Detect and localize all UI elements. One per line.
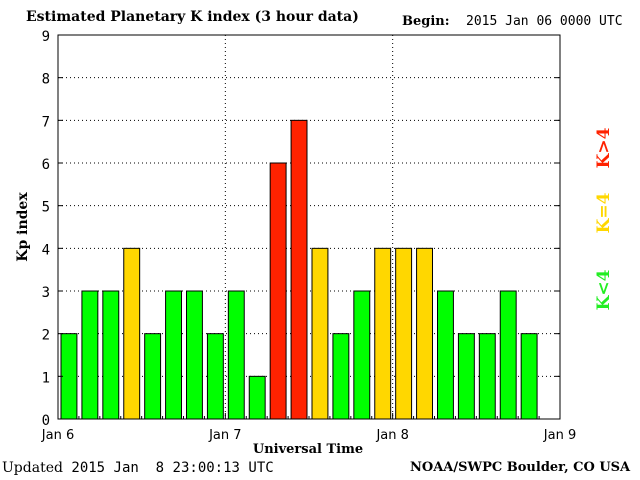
bar	[123, 247, 141, 420]
y-tick-label: 1	[42, 370, 50, 386]
legend-mid: K=4	[594, 192, 614, 233]
x-tick-label: Jan 9	[543, 428, 576, 443]
grid-lines	[58, 35, 560, 419]
y-tick-label: 5	[42, 200, 50, 216]
bars	[60, 119, 538, 420]
y-tick-label: 0	[42, 413, 50, 429]
bar	[144, 333, 162, 420]
x-axis-label: Universal Time	[253, 442, 363, 457]
bar	[227, 290, 245, 420]
bar	[416, 247, 434, 420]
source-credit: NOAA/SWPC Boulder, CO USA	[410, 460, 631, 475]
chart-title: Estimated Planetary K index (3 hour data…	[26, 9, 359, 25]
x-ticks: Jan 6 Jan 7 Jan 8 Jan 9	[41, 413, 576, 443]
bar	[499, 290, 517, 420]
bar	[332, 333, 350, 420]
bar	[165, 290, 182, 420]
bar	[311, 247, 329, 420]
bar	[269, 162, 287, 420]
y-tick-label: 8	[42, 72, 50, 88]
bar	[478, 333, 496, 420]
y-tick-label: 4	[42, 242, 50, 258]
x-tick-label: Jan 7	[208, 428, 241, 443]
y-tick-label: 3	[42, 285, 50, 301]
y-ticks: 0 1 2 3 4 5 6 7 8 9	[42, 29, 560, 429]
bar	[520, 333, 538, 420]
bar	[248, 375, 266, 420]
bar	[186, 290, 203, 420]
x-tick-label: Jan 8	[375, 428, 408, 443]
legend-low: K<4	[594, 269, 614, 310]
bar	[290, 119, 308, 420]
bar	[81, 290, 99, 420]
updated-timestamp: Updated 2015 Jan 8 23:00:13 UTC	[2, 460, 274, 476]
bar	[374, 247, 392, 420]
updated-label: Updated	[2, 460, 63, 476]
bar	[206, 333, 224, 420]
bar	[60, 333, 78, 420]
bar	[437, 290, 454, 420]
bar	[457, 333, 475, 420]
y-tick-label: 2	[42, 328, 50, 344]
y-tick-label: 6	[42, 157, 50, 173]
begin-label: Begin:	[402, 14, 450, 29]
y-tick-label: 7	[42, 114, 50, 130]
updated-value: 2015 Jan 8 23:00:13 UTC	[71, 460, 274, 476]
bar	[395, 247, 413, 420]
legend-high: K>4	[594, 127, 614, 168]
x-tick-label: Jan 6	[41, 428, 74, 443]
begin-value: 2015 Jan 06 0000 UTC	[466, 14, 623, 29]
y-tick-label: 9	[42, 29, 50, 45]
bar	[353, 290, 371, 420]
bar	[102, 290, 120, 420]
y-axis-label: Kp index	[15, 192, 31, 262]
